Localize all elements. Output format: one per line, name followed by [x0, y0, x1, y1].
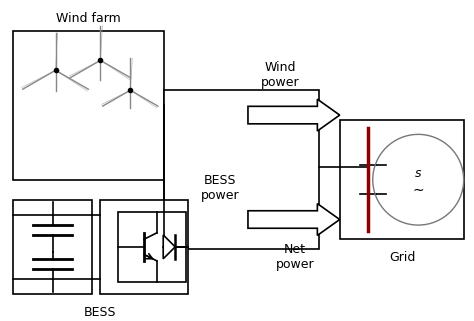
Bar [340, 120, 465, 239]
Bar [164, 90, 319, 249]
Bar [13, 30, 164, 180]
Text: Net
power: Net power [275, 243, 314, 271]
Bar [100, 200, 188, 294]
Polygon shape [163, 235, 175, 259]
Text: Wind
power: Wind power [261, 61, 299, 89]
Bar [13, 200, 92, 294]
Text: s: s [415, 167, 421, 180]
Text: Wind farm: Wind farm [56, 12, 121, 25]
Text: Grid: Grid [389, 251, 415, 264]
Text: BESS: BESS [84, 306, 117, 318]
Bar [118, 212, 186, 282]
Polygon shape [248, 99, 340, 131]
Text: BESS
power: BESS power [201, 174, 239, 202]
Polygon shape [248, 204, 340, 235]
Text: ∼: ∼ [412, 183, 424, 197]
